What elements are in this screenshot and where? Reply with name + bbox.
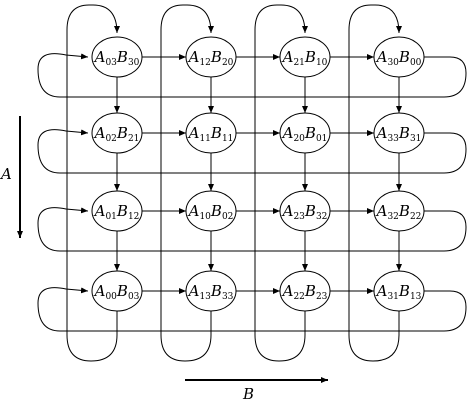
node-a-letter: A: [375, 124, 388, 142]
grid-node: A02B21: [92, 113, 142, 153]
node-b-letter: B: [304, 282, 316, 300]
node-b-letter: B: [116, 202, 128, 220]
node-b-letter: B: [398, 48, 410, 66]
node-b-subscript: 03: [128, 292, 140, 302]
node-b-letter: B: [210, 124, 222, 142]
node-a-letter: A: [281, 202, 294, 220]
node-a-subscript: 30: [387, 58, 399, 68]
node-b-letter: B: [304, 202, 316, 220]
grid-node: A33B31: [374, 113, 424, 153]
node-b-subscript: 21: [128, 134, 139, 144]
node-b-subscript: 01: [316, 134, 327, 144]
node-a-letter: A: [187, 124, 200, 142]
axis-a-label: A: [0, 165, 12, 183]
node-a-subscript: 22: [293, 292, 304, 302]
grid-node: A22B23: [280, 271, 330, 311]
node-a-subscript: 31: [387, 292, 398, 302]
node-b-subscript: 10: [316, 58, 328, 68]
node-b-letter: B: [210, 282, 222, 300]
node-a-letter: A: [281, 282, 294, 300]
node-a-subscript: 02: [105, 134, 116, 144]
axis-b-label: B: [242, 385, 254, 401]
node-a-letter: A: [93, 48, 106, 66]
node-a-subscript: 32: [387, 212, 398, 222]
node-b-subscript: 12: [128, 212, 139, 222]
node-b-subscript: 00: [410, 58, 422, 68]
grid-node: A23B32: [280, 191, 330, 231]
grid-node: A30B00: [374, 37, 424, 77]
node-a-subscript: 00: [105, 292, 117, 302]
grid-node: A32B22: [374, 191, 424, 231]
grid-node: A10B02: [186, 191, 236, 231]
node-a-subscript: 33: [387, 134, 399, 144]
grid-node: A20B01: [280, 113, 330, 153]
node-a-subscript: 12: [199, 58, 210, 68]
node-a-letter: A: [375, 202, 388, 220]
node-a-subscript: 11: [199, 134, 210, 144]
node-b-subscript: 20: [222, 58, 234, 68]
node-a-letter: A: [187, 282, 200, 300]
grid-node: A13B33: [186, 271, 236, 311]
node-a-letter: A: [375, 282, 388, 300]
grid-node: A31B13: [374, 271, 424, 311]
node-a-letter: A: [281, 124, 294, 142]
node-b-letter: B: [116, 282, 128, 300]
node-a-letter: A: [281, 48, 294, 66]
node-b-subscript: 31: [410, 134, 421, 144]
node-b-letter: B: [116, 124, 128, 142]
node-b-subscript: 22: [410, 212, 421, 222]
node-a-letter: A: [375, 48, 388, 66]
grid-node: A03B30: [92, 37, 142, 77]
node-b-subscript: 32: [316, 212, 327, 222]
node-b-subscript: 23: [316, 292, 328, 302]
grid-node: A01B12: [92, 191, 142, 231]
node-a-subscript: 20: [293, 134, 305, 144]
node-b-letter: B: [304, 124, 316, 142]
node-a-letter: A: [187, 202, 200, 220]
node-a-subscript: 13: [199, 292, 211, 302]
grid-node: A00B03: [92, 271, 142, 311]
node-b-letter: B: [398, 282, 410, 300]
node-b-subscript: 13: [410, 292, 422, 302]
node-a-letter: A: [93, 124, 106, 142]
node-b-subscript: 33: [222, 292, 234, 302]
node-a-subscript: 10: [199, 212, 211, 222]
node-a-subscript: 21: [293, 58, 304, 68]
grid-node: A21B10: [280, 37, 330, 77]
node-b-letter: B: [210, 48, 222, 66]
node-a-letter: A: [187, 48, 200, 66]
node-b-subscript: 30: [128, 58, 140, 68]
grid-node: A11B11: [186, 113, 236, 153]
node-b-letter: B: [210, 202, 222, 220]
node-b-letter: B: [116, 48, 128, 66]
node-a-letter: A: [93, 202, 106, 220]
node-a-subscript: 01: [105, 212, 116, 222]
node-b-letter: B: [398, 202, 410, 220]
node-b-subscript: 11: [222, 134, 233, 144]
node-b-letter: B: [304, 48, 316, 66]
node-a-subscript: 03: [105, 58, 117, 68]
node-a-subscript: 23: [293, 212, 305, 222]
node-a-letter: A: [93, 282, 106, 300]
node-b-letter: B: [398, 124, 410, 142]
node-b-subscript: 02: [222, 212, 233, 222]
grid-node: A12B20: [186, 37, 236, 77]
